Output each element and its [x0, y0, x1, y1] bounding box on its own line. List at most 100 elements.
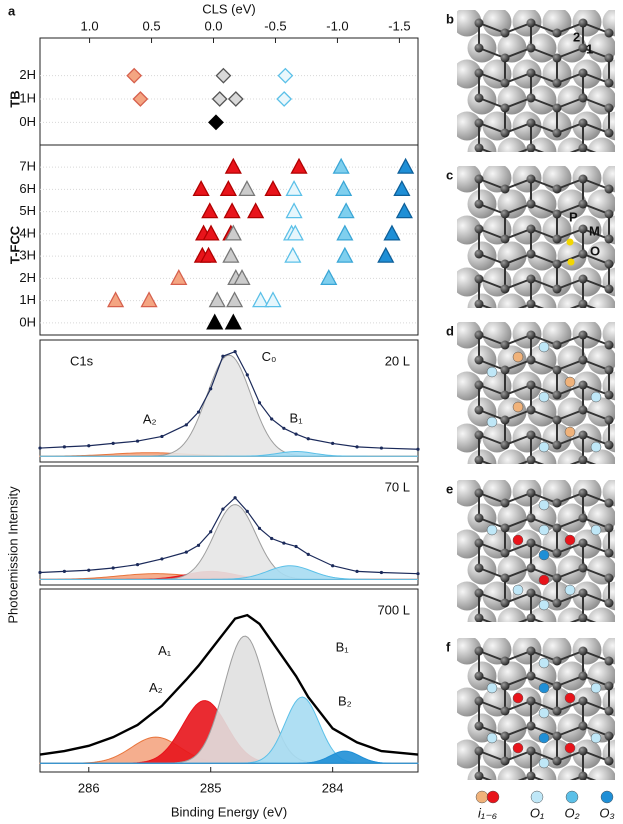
- data-point: [355, 570, 358, 573]
- carbon-atom: [553, 185, 562, 194]
- atomic-model: [453, 478, 623, 637]
- carbon-atom: [579, 381, 588, 390]
- carbon-atom: [605, 235, 614, 244]
- adsorbate: [539, 342, 549, 352]
- data-point: [38, 446, 41, 449]
- carbon-atom: [501, 657, 510, 666]
- point: [398, 159, 413, 173]
- carbon-atom: [579, 119, 588, 128]
- point: [384, 226, 399, 240]
- point: [337, 226, 352, 240]
- carbon-atom: [527, 19, 536, 28]
- carbon-atom: [605, 185, 614, 194]
- adsorbate: [539, 392, 549, 402]
- carbon-atom: [553, 732, 562, 741]
- legend-label: O₁: [530, 805, 544, 820]
- substrate-atom: [618, 242, 623, 271]
- carbon-atom: [527, 431, 536, 440]
- legend-label: O₃: [599, 805, 614, 820]
- adsorbate: [565, 585, 575, 595]
- data-point: [282, 541, 285, 544]
- carbon-atom: [605, 104, 614, 113]
- carbon-atom: [605, 391, 614, 400]
- carbon-atom: [605, 757, 614, 766]
- carbon-atom: [579, 431, 588, 440]
- adsorbate: [539, 658, 549, 668]
- point: [265, 293, 280, 307]
- data-point: [197, 410, 200, 413]
- carbon-atom: [527, 300, 536, 309]
- row-label: 2H: [19, 270, 36, 285]
- carbon-atom: [475, 69, 484, 78]
- model-label: d: [446, 323, 454, 338]
- adsorbate: [539, 600, 549, 610]
- model-annotation: 1: [586, 41, 593, 56]
- legend-swatch: [476, 791, 488, 803]
- carbon-atom: [553, 682, 562, 691]
- adsorbate: [539, 733, 549, 743]
- adsorbate: [591, 733, 601, 743]
- carbon-atom: [527, 564, 536, 573]
- data-point: [160, 557, 163, 560]
- model-annotation: P: [569, 209, 578, 224]
- substrate-atom: [618, 450, 623, 479]
- substrate-atom: [618, 662, 623, 691]
- carbon-atom: [553, 599, 562, 608]
- carbon-atom: [475, 647, 484, 656]
- carbon-atom: [475, 431, 484, 440]
- carbon-atom: [475, 225, 484, 234]
- data-point: [197, 544, 200, 547]
- adsorbate: [539, 708, 549, 718]
- point: [133, 92, 147, 106]
- carbon-atom: [579, 69, 588, 78]
- data-point: [112, 566, 115, 569]
- data-point: [246, 373, 249, 376]
- carbon-atom: [475, 275, 484, 284]
- carbon-atom: [475, 672, 484, 681]
- carbon-atom: [605, 260, 614, 269]
- carbon-atom: [501, 104, 510, 113]
- component-label: A₁: [158, 643, 172, 658]
- data-point: [160, 435, 163, 438]
- carbon-atom: [527, 175, 536, 184]
- carbon-atom: [553, 466, 562, 475]
- carbon-atom: [527, 225, 536, 234]
- model-annotation: O: [590, 243, 600, 258]
- carbon-atom: [501, 599, 510, 608]
- carbon-atom: [553, 310, 562, 319]
- point: [265, 181, 280, 195]
- row-label: 2H: [19, 67, 36, 82]
- point: [337, 248, 352, 262]
- component-label: B₁: [290, 410, 304, 425]
- carbon-atom: [501, 499, 510, 508]
- carbon-atom: [527, 275, 536, 284]
- data-point: [87, 569, 90, 572]
- legend-label: i₁₋₆: [478, 805, 498, 820]
- carbon-atom: [475, 406, 484, 415]
- x-axis-label: CLS (eV): [202, 1, 255, 16]
- point: [223, 248, 238, 262]
- row-label: 0H: [19, 114, 36, 129]
- carbon-atom: [475, 19, 484, 28]
- carbon-atom: [605, 210, 614, 219]
- carbon-atom: [605, 657, 614, 666]
- atomic-model: [453, 8, 623, 167]
- carbon-atom: [553, 391, 562, 400]
- point: [287, 181, 302, 195]
- carbon-atom: [501, 79, 510, 88]
- carbon-atom: [553, 260, 562, 269]
- carbon-atom: [501, 129, 510, 138]
- data-point: [63, 570, 66, 573]
- carbon-atom: [605, 285, 614, 294]
- carbon-atom: [527, 406, 536, 415]
- carbon-atom: [605, 707, 614, 716]
- substrate-atom: [618, 504, 623, 533]
- carbon-atom: [501, 260, 510, 269]
- carbon-atom: [527, 747, 536, 756]
- adsorbate: [539, 575, 549, 585]
- adsorbate: [565, 743, 575, 753]
- point: [216, 69, 230, 83]
- substrate-atom: [603, 424, 623, 453]
- point: [285, 248, 300, 262]
- carbon-atom: [501, 185, 510, 194]
